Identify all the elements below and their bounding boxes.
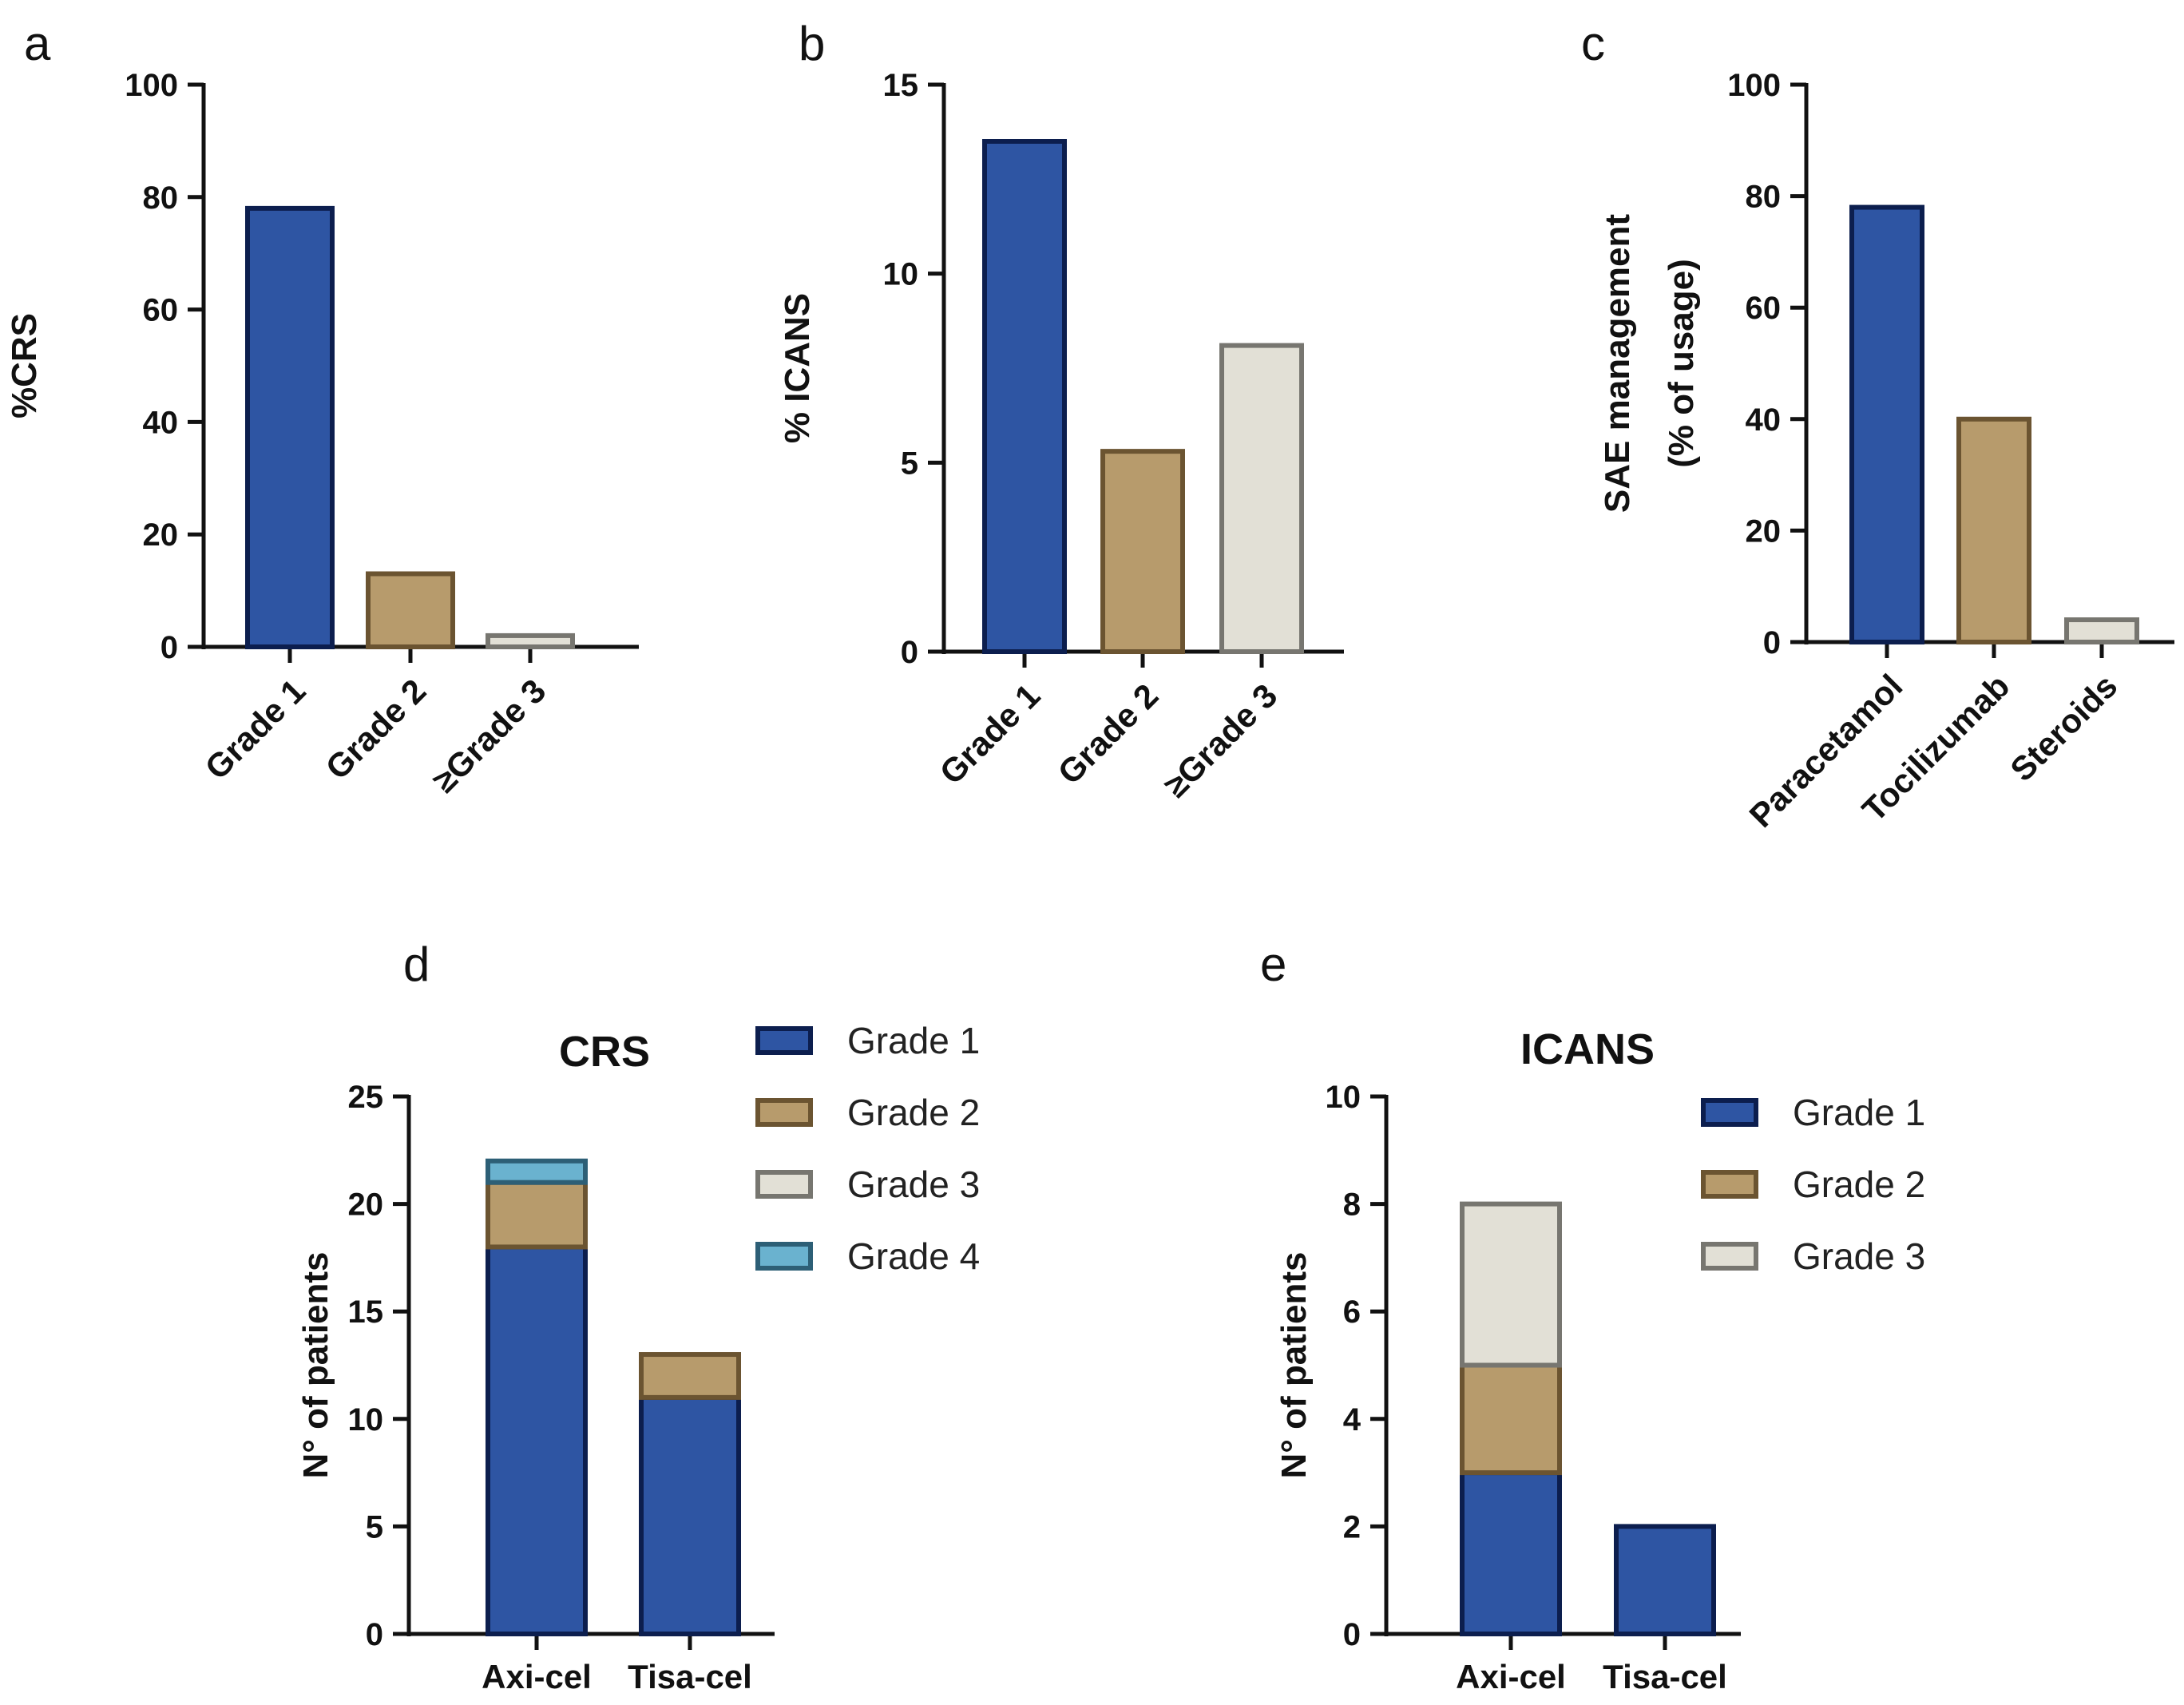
category-label-a: Grade 2 <box>319 672 434 787</box>
legend-swatch-e-2 <box>1701 1242 1758 1271</box>
category-label-b: ≥Grade 3 <box>1156 676 1284 804</box>
legend-swatch-d-0 <box>755 1026 813 1055</box>
y-tick-label-d: 25 <box>348 1080 384 1115</box>
legend-swatch-e-0 <box>1701 1098 1758 1127</box>
bar-segment-e-0-2 <box>1460 1201 1562 1368</box>
panel-b: b 0 5 10 15 % ICANS Grade 1 Grade 2≥Grade 3 <box>778 17 1344 804</box>
chart-title-d: CRS <box>559 1028 650 1076</box>
y-tick-label-b: 0 <box>901 635 918 670</box>
category-label-e: Axi-cel <box>1456 1658 1566 1695</box>
legend-label-d-2: Grade 3 <box>847 1164 980 1205</box>
bar-a-2 <box>486 632 575 649</box>
category-label-c: Steroids <box>2003 667 2124 788</box>
y-tick-label-d: 20 <box>348 1188 384 1223</box>
y-tick-label-e: 10 <box>1326 1080 1362 1115</box>
legend-swatch-d-2 <box>755 1170 813 1199</box>
bar-segment-e-0-1 <box>1460 1362 1562 1476</box>
bar-c-0 <box>1849 204 1924 644</box>
chart-title-e: ICANS <box>1520 1025 1655 1073</box>
y-tick-label-e: 8 <box>1343 1188 1361 1223</box>
y-tick-label-c: 40 <box>1746 402 1782 438</box>
legend-swatch-d-3 <box>755 1242 813 1271</box>
y-tick-label-e: 6 <box>1343 1295 1361 1330</box>
legend-swatch-e-1 <box>1701 1170 1758 1199</box>
y-tick-label-a: 40 <box>143 405 179 440</box>
y-axis-title-a: %CRS <box>5 313 44 418</box>
category-label-a: ≥Grade 3 <box>425 672 553 799</box>
y-tick-label-b: 5 <box>901 446 918 481</box>
y-tick-label-d: 0 <box>366 1617 383 1652</box>
y-tick-label-e: 2 <box>1343 1509 1361 1544</box>
category-label-e: Tisa-cel <box>1603 1658 1727 1695</box>
y-axis-title-c: SAE management <box>1598 214 1637 513</box>
legend-label-e-0: Grade 1 <box>1793 1092 1925 1133</box>
y-tick-label-e: 4 <box>1343 1402 1362 1437</box>
y-tick-label-c: 60 <box>1746 291 1782 326</box>
bar-c-1 <box>1956 416 2031 644</box>
bar-b-0 <box>982 139 1067 654</box>
panel-e: e 0 2 4 6 8 10 N° of patients Axi-cel Tisa-cel ICA… <box>1260 938 1925 1695</box>
bar-segment-d-0-3 <box>486 1158 588 1185</box>
legend-d: Grade 1 Grade 2 Grade 3 Grade 4 <box>755 1020 980 1277</box>
bar-c-2 <box>2064 617 2139 645</box>
legend-label-d-1: Grade 2 <box>847 1092 980 1133</box>
y-tick-label-a: 80 <box>143 180 179 216</box>
y-tick-label-c: 100 <box>1727 68 1781 103</box>
category-label-a: Grade 1 <box>198 672 313 787</box>
y-tick-label-a: 0 <box>161 630 178 665</box>
y-axis-title-e: N° of patients <box>1274 1251 1314 1478</box>
bar-segment-d-1-1 <box>639 1352 741 1400</box>
y-tick-label-a: 60 <box>143 293 179 328</box>
y-tick-label-e: 0 <box>1343 1617 1361 1652</box>
category-label-b: Grade 1 <box>933 676 1048 791</box>
panel-letter-a: a <box>24 17 51 70</box>
y-tick-label-d: 10 <box>348 1402 384 1437</box>
legend-swatch-d-1 <box>755 1098 813 1127</box>
bar-b-2 <box>1219 343 1304 654</box>
bar-a-1 <box>366 571 455 649</box>
category-label-b: Grade 2 <box>1051 676 1166 791</box>
y-tick-label-a: 100 <box>125 68 178 103</box>
y-axis-title-c: (% of usage) <box>1662 259 1701 468</box>
bar-a-0 <box>245 205 335 649</box>
bar-b-1 <box>1100 449 1185 655</box>
legend-label-e-2: Grade 3 <box>1793 1235 1925 1277</box>
bar-segment-d-0-1 <box>486 1180 588 1250</box>
panel-letter-c: c <box>1581 17 1605 70</box>
category-label-d: Tisa-cel <box>628 1658 752 1695</box>
bar-segment-e-0-0 <box>1460 1470 1562 1636</box>
bar-segment-e-1-0 <box>1614 1524 1716 1637</box>
y-tick-label-d: 5 <box>366 1509 383 1544</box>
panel-letter-e: e <box>1260 938 1286 991</box>
legend-e: Grade 1 Grade 2 Grade 3 <box>1701 1092 1925 1277</box>
bar-segment-d-1-0 <box>639 1394 741 1636</box>
y-tick-label-c: 0 <box>1763 625 1781 660</box>
y-tick-label-c: 80 <box>1746 180 1782 215</box>
panel-d: d 0 5 10 15 20 25 N° of patients Axi-cel Tisa-cel… <box>296 938 980 1695</box>
y-tick-label-c: 20 <box>1746 513 1782 549</box>
panel-a: a 0 20 40 60 80 100 %CRS Grade 1 Grade 2≥Grade 3 <box>5 17 639 799</box>
legend-label-d-3: Grade 4 <box>847 1235 980 1277</box>
category-label-d: Axi-cel <box>482 1658 592 1695</box>
y-tick-label-b: 15 <box>883 68 919 103</box>
legend-label-d-0: Grade 1 <box>847 1020 980 1061</box>
panel-letter-d: d <box>403 938 430 991</box>
bar-segment-d-0-0 <box>486 1244 588 1636</box>
panel-letter-b: b <box>799 17 825 70</box>
legend-label-e-1: Grade 2 <box>1793 1164 1925 1205</box>
y-tick-label-d: 15 <box>348 1295 384 1330</box>
y-tick-label-a: 20 <box>143 517 179 553</box>
y-axis-title-d: N° of patients <box>296 1251 335 1478</box>
y-tick-label-b: 10 <box>883 257 919 292</box>
y-axis-title-b: % ICANS <box>778 293 817 443</box>
